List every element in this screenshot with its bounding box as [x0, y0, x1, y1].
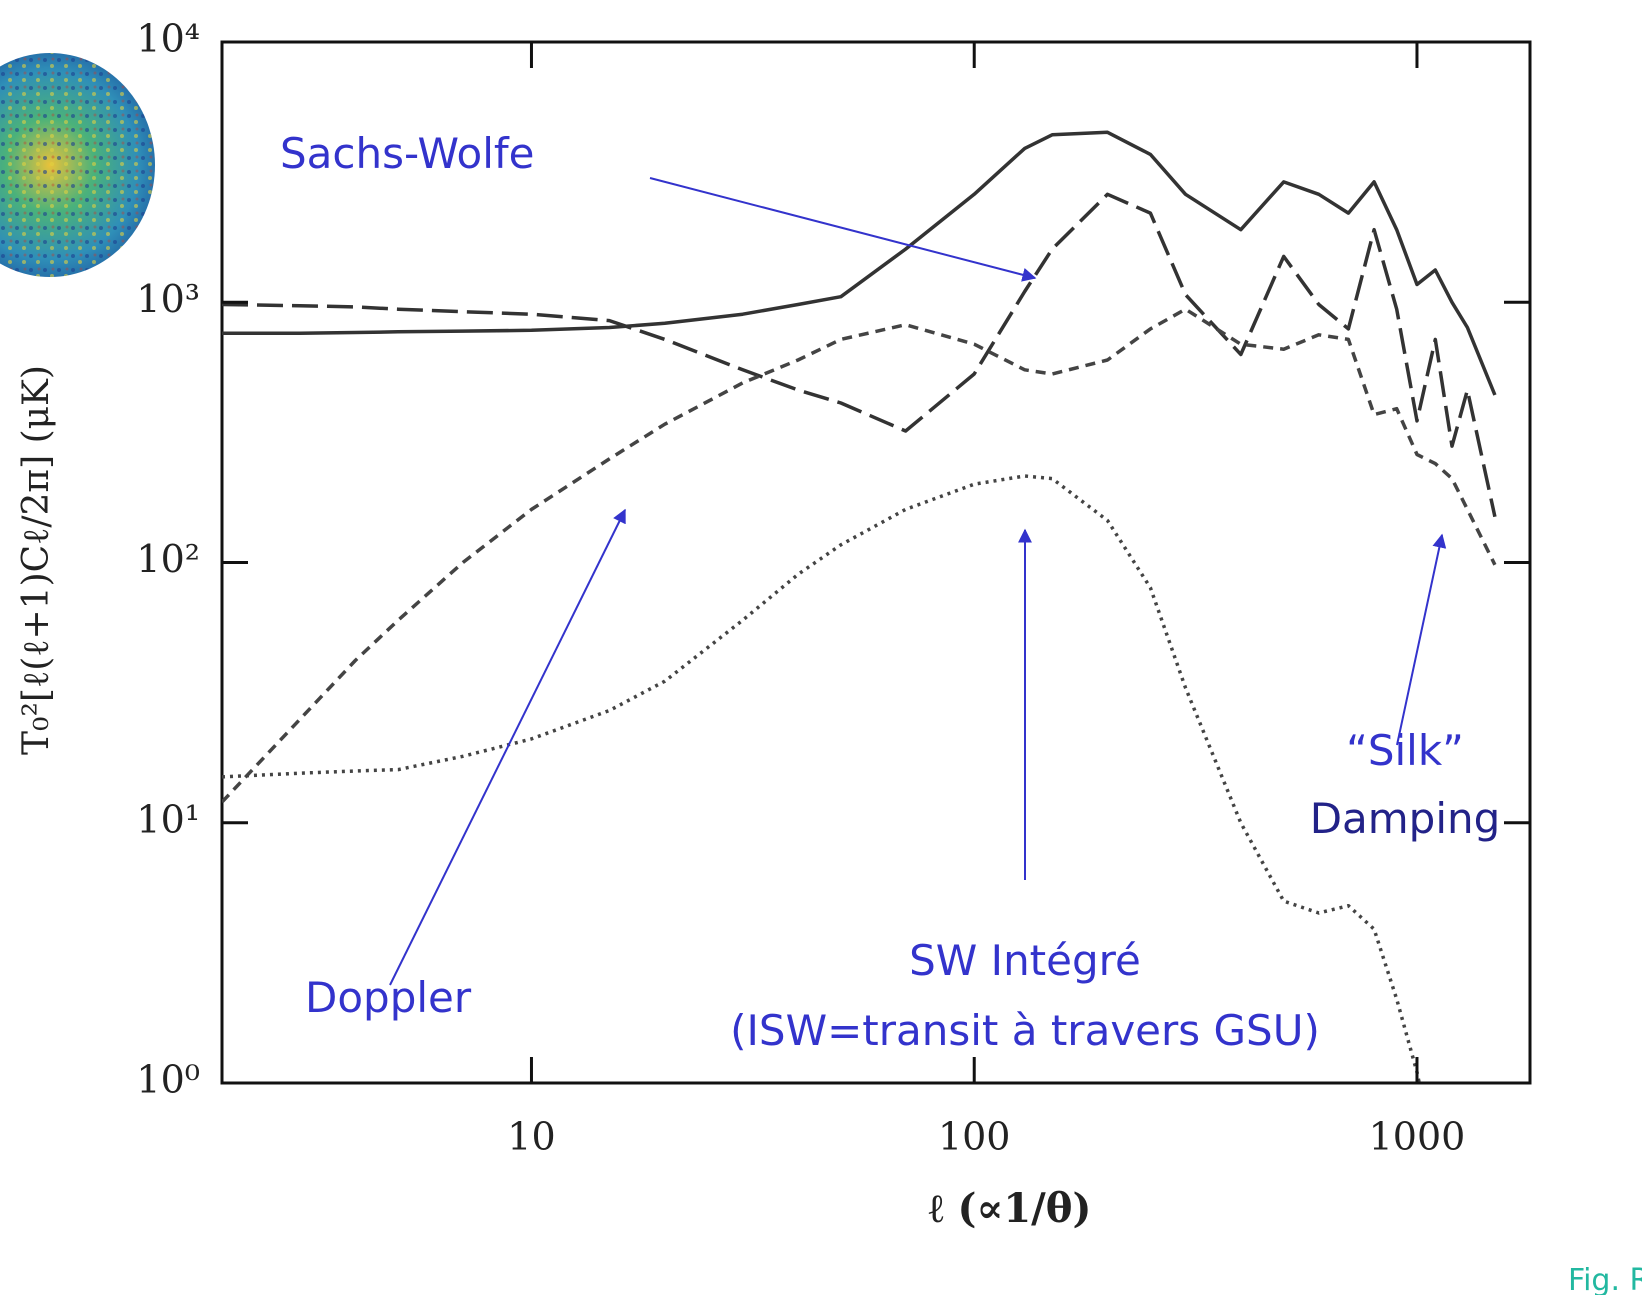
series-line [222, 307, 1497, 804]
y-tick-label: 10¹ [136, 797, 200, 841]
x-axis-label: ℓ (∝1/θ) [929, 1185, 1092, 1232]
annotation: Sachs-Wolfe [280, 129, 535, 178]
annotation: Damping [1310, 794, 1501, 843]
y-axis-label: T₀²[ℓ(ℓ+1)Cℓ/2π] (μK) [16, 365, 57, 755]
arrow [649, 177, 1037, 282]
annotation: (ISW=transit à travers GSU) [730, 1006, 1320, 1055]
annotation: SW Intégré [909, 936, 1141, 985]
y-tick-label: 10⁴ [136, 17, 200, 61]
arrows [389, 177, 1447, 986]
x-tick-label: 10 [507, 1115, 555, 1159]
x-tick-label: 100 [938, 1115, 1011, 1159]
series-line [222, 130, 1497, 396]
annotation: Doppler [305, 973, 472, 1022]
series-line [222, 192, 1497, 518]
y-tick-label: 10³ [136, 277, 200, 321]
figure-credit: Fig. Riazuelo [1568, 1263, 1642, 1295]
arrow [389, 508, 626, 986]
y-tick-label: 10² [136, 537, 200, 581]
annotation: “Silk” [1346, 726, 1464, 775]
series-line [222, 474, 1422, 1083]
x-tick-label: 1000 [1369, 1115, 1466, 1159]
y-tick-label: 10⁰ [136, 1058, 200, 1102]
arrow [1396, 533, 1447, 746]
sky-map [0, 53, 155, 277]
curves [222, 130, 1497, 1083]
